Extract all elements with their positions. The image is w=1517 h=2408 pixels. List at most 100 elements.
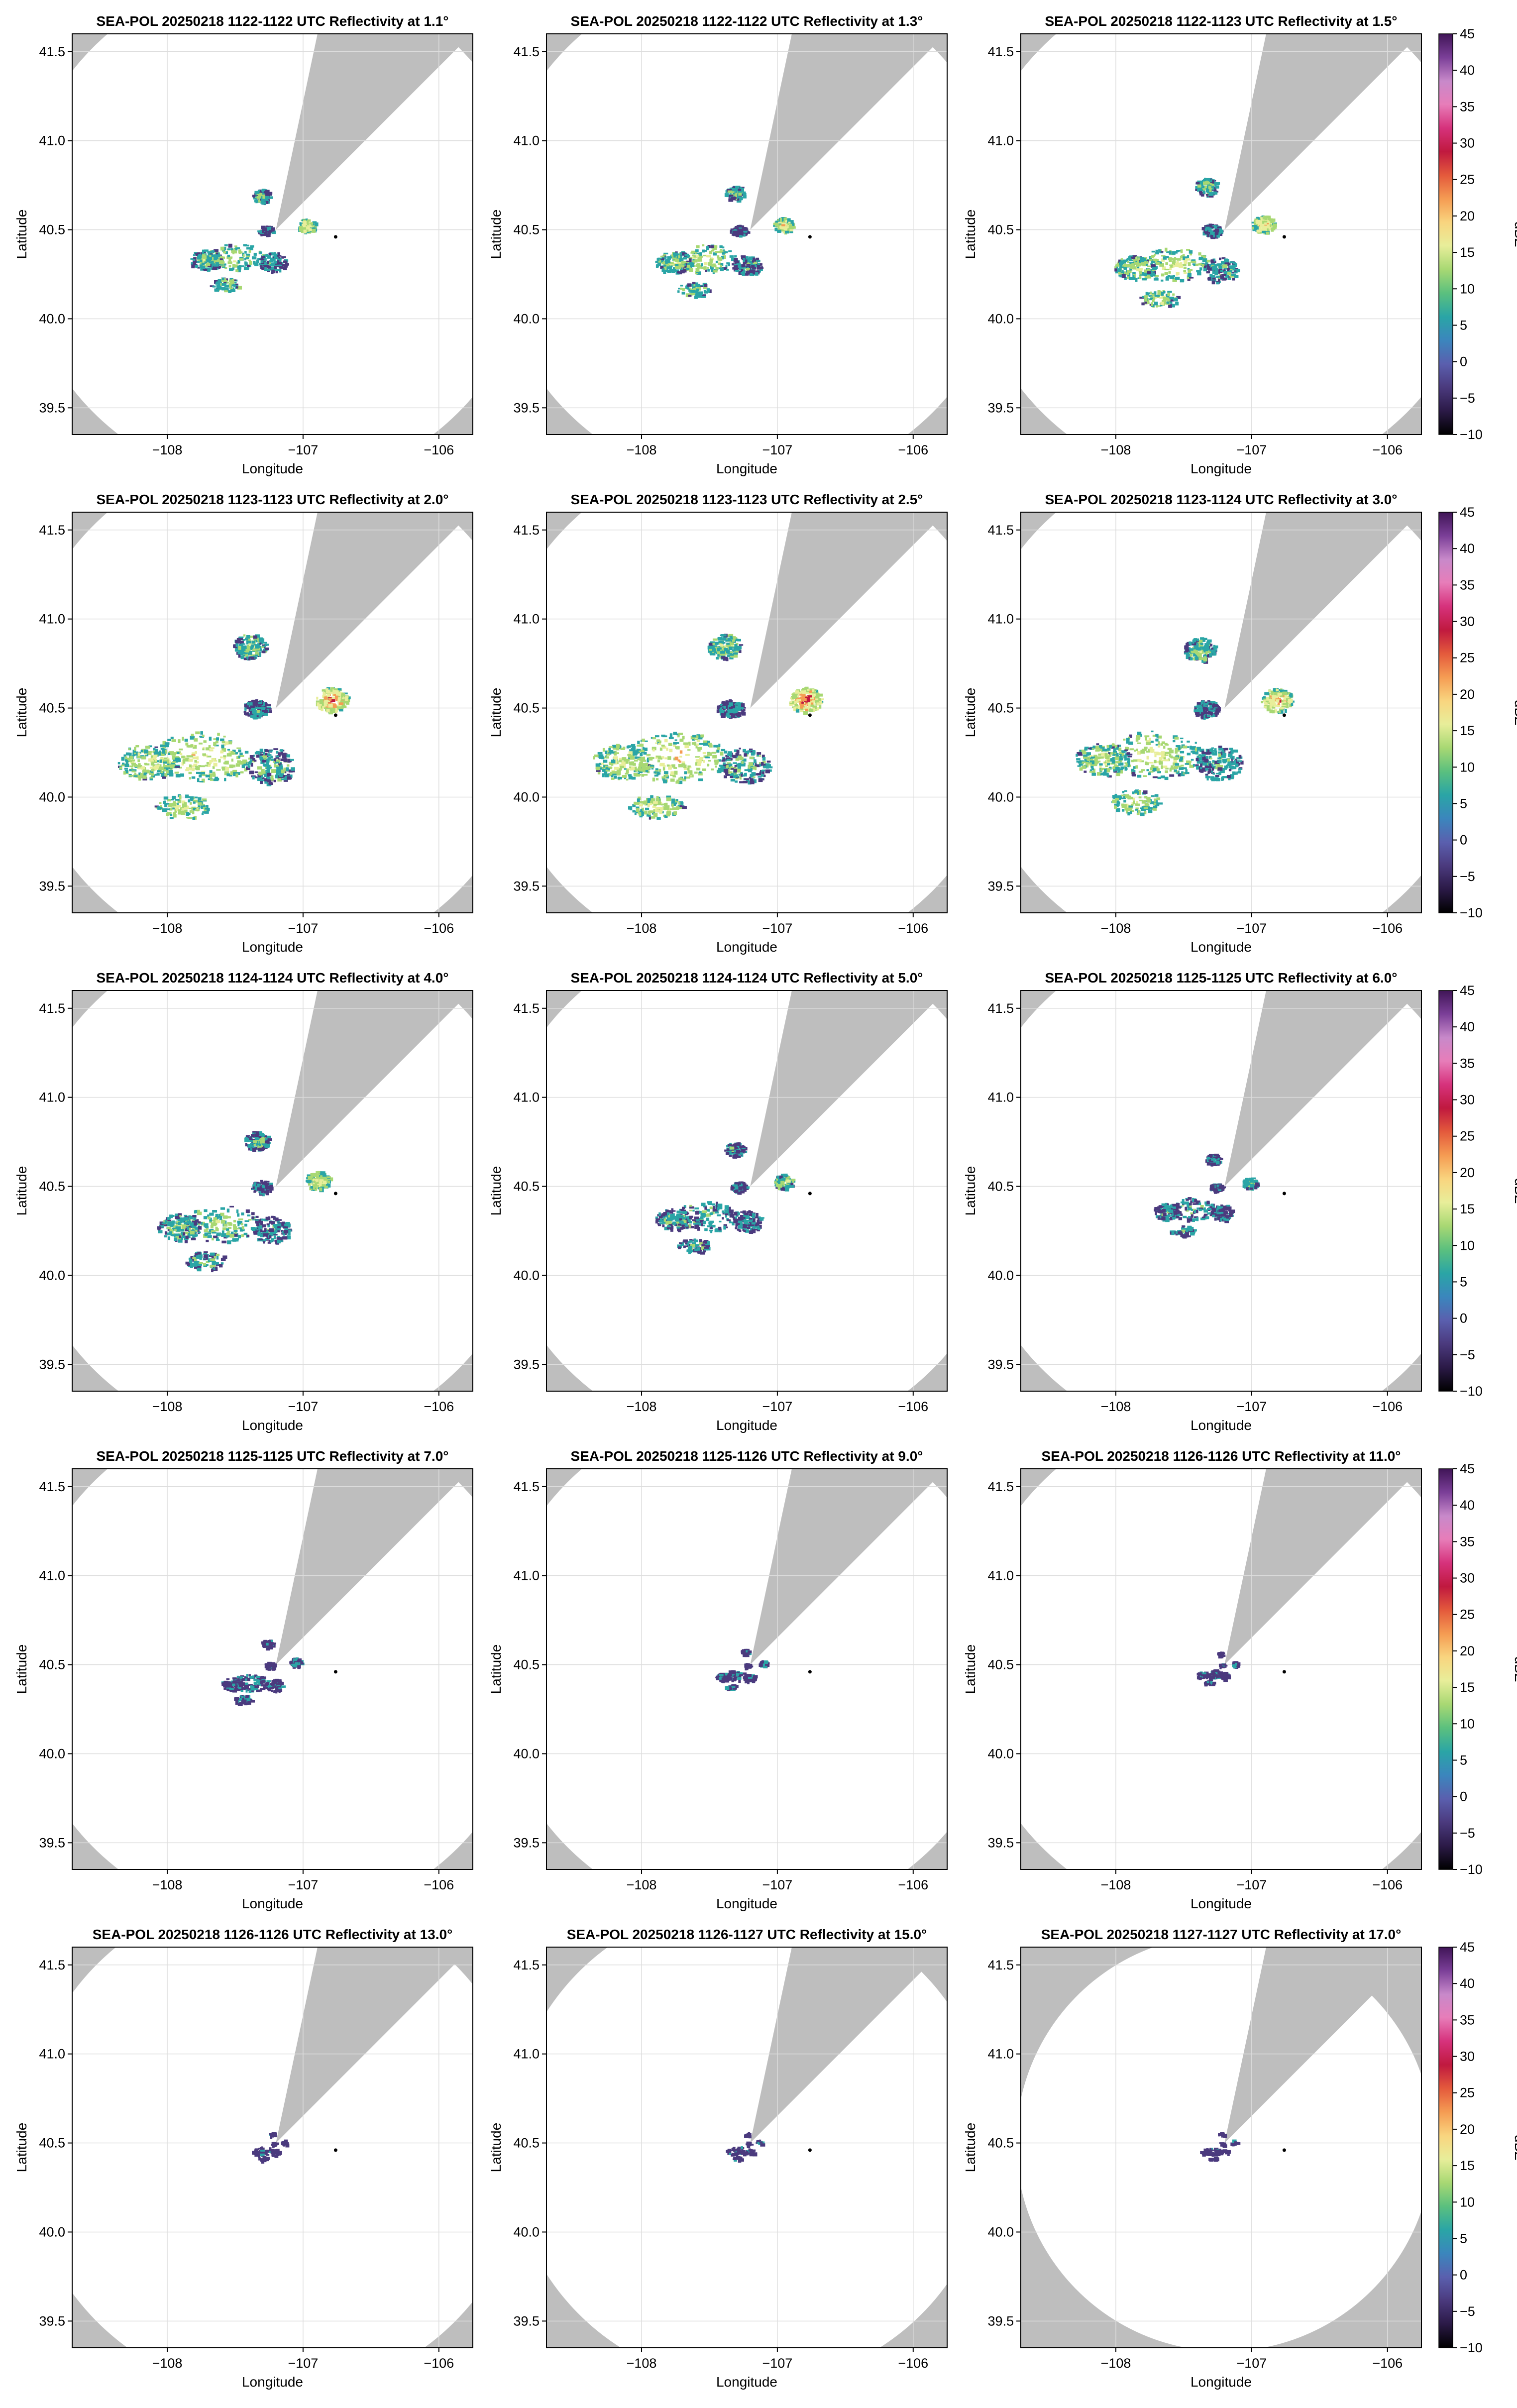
y-tick-label: 41.0	[39, 2047, 65, 2062]
y-tick-label: 41.5	[39, 1479, 65, 1494]
y-tick-label: 39.5	[513, 400, 540, 415]
radar-coverage	[1021, 512, 1421, 913]
gridlines	[72, 990, 473, 1391]
reflectivity-echoes	[1076, 637, 1295, 816]
site-marker	[808, 1670, 812, 1674]
radar-coverage	[1021, 1947, 1421, 2348]
colorbar: −10 −5 0 5 10 15 20 25 30 35 40 45 dBZ	[1438, 1940, 1517, 2355]
y-tick-label: 40.5	[987, 1657, 1014, 1672]
y-tick-label: 41.5	[987, 523, 1014, 538]
y-axis-label: Latitude	[963, 2123, 978, 2173]
x-tick-label: −107	[1236, 921, 1267, 936]
x-tick-label: −106	[898, 2356, 928, 2371]
panel-frame	[1020, 512, 1422, 913]
site-marker	[1282, 1192, 1286, 1196]
x-tick-label: −106	[898, 442, 928, 457]
x-axis-label: Longitude	[1191, 939, 1252, 955]
colorbar-tick-label: 10	[1460, 2194, 1475, 2209]
radar-panel: SEA-POL 20250218 1125-1125 UTC Reflectiv…	[14, 1448, 473, 1911]
y-axis-label: Latitude	[488, 688, 504, 738]
x-tick-label: −108	[1101, 2356, 1131, 2371]
reflectivity-echoes	[252, 2132, 290, 2164]
colorbar-tick-label: 40	[1460, 63, 1475, 78]
x-tick-label: −107	[1236, 1399, 1267, 1414]
x-tick-label: −106	[898, 1877, 928, 1892]
panel-frame	[546, 33, 948, 435]
x-axis-label: Longitude	[716, 1896, 777, 1911]
radar-coverage	[72, 34, 473, 435]
y-tick-label: 40.0	[39, 789, 65, 804]
colorbar-tick-label: −10	[1460, 427, 1483, 442]
y-tick-label: 41.5	[39, 1958, 65, 1972]
y-tick-label: 41.0	[987, 1568, 1014, 1583]
y-tick-label: 41.5	[513, 44, 540, 59]
site-marker	[333, 1670, 337, 1674]
y-tick-label: 40.5	[513, 701, 540, 716]
gridlines	[546, 990, 947, 1391]
x-axis-label: Longitude	[716, 461, 777, 476]
y-axis-label: Latitude	[14, 688, 29, 738]
colorbar: −10 −5 0 5 10 15 20 25 30 35 40 45 dBZ	[1438, 1461, 1517, 1877]
colorbar-tick-label: 0	[1460, 2268, 1467, 2283]
y-tick-label: 40.0	[39, 1746, 65, 1761]
y-tick-label: 39.5	[39, 400, 65, 415]
radar-coverage	[72, 990, 473, 1391]
x-axis-label: Longitude	[242, 1418, 303, 1433]
y-tick-label: 40.5	[987, 2136, 1014, 2151]
radar-panel: SEA-POL 20250218 1123-1124 UTC Reflectiv…	[963, 492, 1517, 955]
x-tick-label: −107	[288, 921, 318, 936]
colorbar-tick-label: 0	[1460, 1789, 1467, 1804]
colorbar-tick-label: 15	[1460, 1202, 1475, 1216]
colorbar-tick-label: 35	[1460, 2012, 1475, 2027]
panel-title: SEA-POL 20250218 1123-1124 UTC Reflectiv…	[1045, 492, 1398, 507]
x-tick-label: −108	[1101, 442, 1131, 457]
colorbar-label: dBZ	[1512, 2135, 1517, 2160]
colorbar-label: dBZ	[1512, 1178, 1517, 1204]
panel-title: SEA-POL 20250218 1122-1122 UTC Reflectiv…	[97, 13, 449, 29]
colorbar-tick-label: 25	[1460, 1607, 1475, 1622]
colorbar-label: dBZ	[1512, 1656, 1517, 1682]
panel-title: SEA-POL 20250218 1126-1126 UTC Reflectiv…	[93, 1927, 453, 1942]
gridlines	[72, 512, 473, 913]
reflectivity-echoes	[117, 634, 351, 820]
gridlines	[546, 34, 947, 435]
y-axis-label: Latitude	[488, 210, 504, 259]
colorbar-tick-label: 10	[1460, 1716, 1475, 1731]
colorbar-tick-label: 15	[1460, 1680, 1475, 1695]
site-marker	[1282, 2148, 1286, 2152]
colorbar: −10 −5 0 5 10 15 20 25 30 35 40 45 dBZ	[1438, 983, 1517, 1399]
x-axis-label: Longitude	[242, 461, 303, 476]
colorbar-tick-label: −10	[1460, 1384, 1483, 1399]
colorbar-tick-label: 5	[1460, 318, 1467, 332]
y-axis-label: Latitude	[963, 1166, 978, 1216]
colorbar-tick-label: 25	[1460, 1129, 1475, 1144]
panel-frame	[72, 990, 473, 1392]
colorbar-tick-label: 30	[1460, 614, 1475, 629]
x-tick-label: −108	[152, 442, 183, 457]
y-tick-label: 40.0	[987, 1268, 1014, 1283]
site-marker	[333, 713, 337, 717]
colorbar-tick-label: 5	[1460, 796, 1467, 811]
x-tick-label: −107	[288, 1877, 318, 1892]
reflectivity-echoes	[190, 189, 319, 293]
y-tick-label: 39.5	[39, 2313, 65, 2328]
y-tick-label: 39.5	[513, 1835, 540, 1850]
y-tick-label: 39.5	[39, 878, 65, 893]
x-tick-label: −107	[762, 442, 792, 457]
y-tick-label: 41.0	[987, 133, 1014, 148]
reflectivity-echoes	[157, 1131, 333, 1273]
x-tick-label: −106	[424, 1399, 454, 1414]
x-tick-label: −106	[1372, 1877, 1403, 1892]
panel-frame	[546, 512, 948, 913]
y-tick-label: 41.5	[987, 1479, 1014, 1494]
y-tick-label: 41.5	[987, 1001, 1014, 1016]
panel-title: SEA-POL 20250218 1126-1126 UTC Reflectiv…	[1042, 1448, 1401, 1464]
x-tick-label: −106	[424, 2356, 454, 2371]
colorbar-tick-label: −10	[1460, 1862, 1483, 1877]
y-tick-label: 40.5	[513, 2136, 540, 2151]
colorbar-tick-label: 5	[1460, 1752, 1467, 1767]
colorbar-tick-label: 30	[1460, 136, 1475, 151]
y-axis-label: Latitude	[14, 1644, 29, 1694]
x-tick-label: −106	[424, 1877, 454, 1892]
